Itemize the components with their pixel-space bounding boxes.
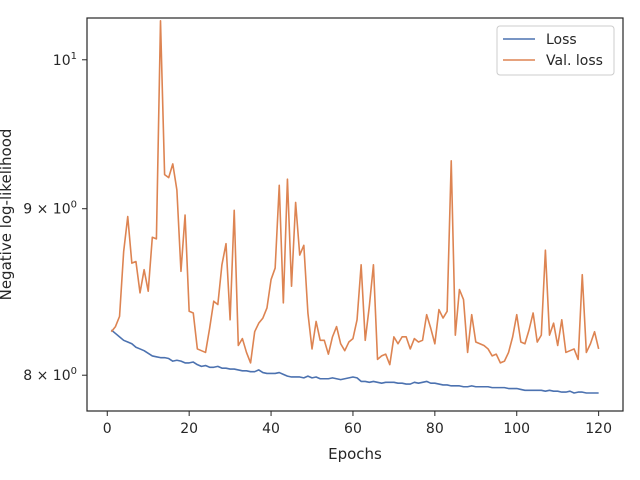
legend: Loss Val. loss xyxy=(496,25,615,76)
series-line-loss xyxy=(110,329,599,394)
x-tick-label: 100 xyxy=(503,421,530,437)
plot-frame xyxy=(86,17,624,412)
x-axis-label: Epochs xyxy=(328,445,382,463)
y-tick-label: 9 × 100 xyxy=(23,200,77,218)
y-axis-label: Negative log-likelihood xyxy=(0,129,15,301)
x-tick-label: 0 xyxy=(103,421,112,437)
x-tick-label: 20 xyxy=(180,421,198,437)
y-tick-label: 8 × 100 xyxy=(23,366,77,384)
x-tick-label: 120 xyxy=(585,421,612,437)
x-tick-label: 40 xyxy=(262,421,280,437)
x-axis-ticks: 0 20 40 60 80 100 120 xyxy=(103,411,612,437)
x-tick-label: 80 xyxy=(426,421,444,437)
legend-label-val-loss: Val. loss xyxy=(546,53,603,69)
legend-label-loss: Loss xyxy=(546,32,577,48)
x-tick-label: 60 xyxy=(344,421,362,437)
series-line-val-loss xyxy=(110,19,600,366)
series-layer xyxy=(110,19,600,394)
